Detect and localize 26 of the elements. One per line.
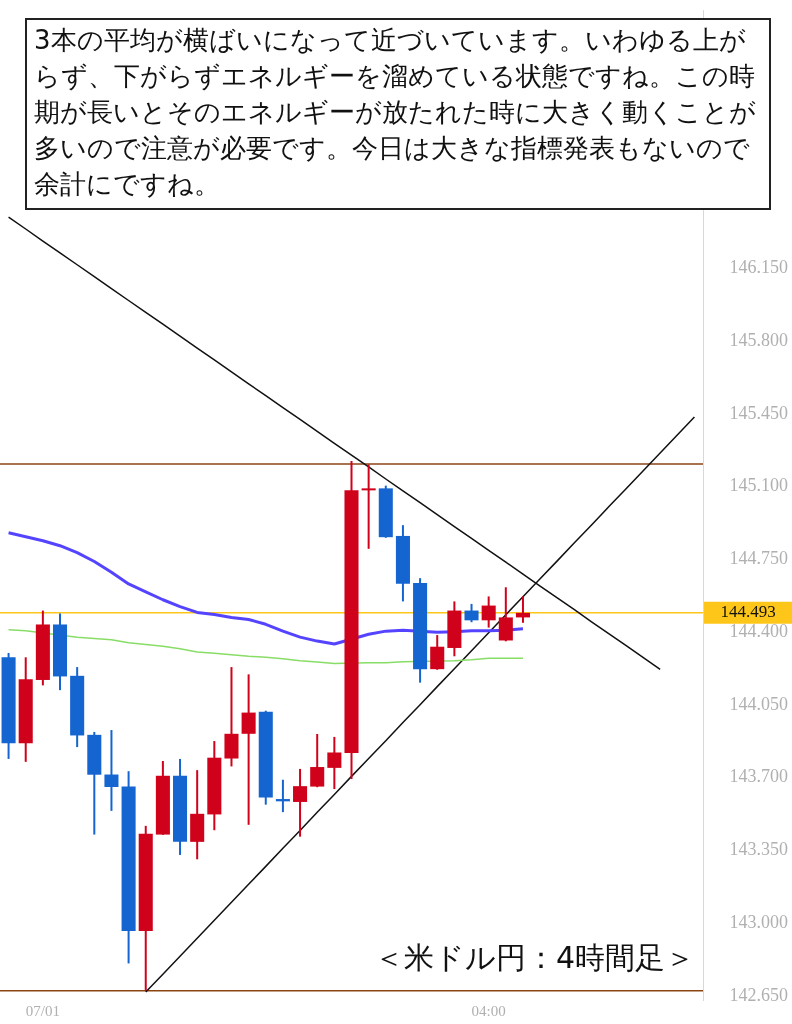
y-tick-label: 145.100: [729, 475, 788, 496]
candlestick: [464, 602, 479, 624]
y-tick-label: 145.800: [729, 329, 788, 350]
y-tick-label: 142.650: [729, 984, 788, 1005]
x-tick-label: 04:00: [471, 1002, 506, 1019]
candlestick: [104, 729, 119, 812]
y-tick-label: 144.400: [729, 620, 788, 641]
candlestick: [310, 733, 325, 789]
y-tick-label: 143.700: [729, 766, 788, 787]
ref-line-label: 144.493: [720, 602, 776, 622]
candlestick: [498, 586, 513, 643]
y-tick-label: 143.000: [729, 911, 788, 932]
y-tick-label: 145.450: [729, 402, 788, 423]
candlestick: [241, 673, 256, 826]
candlestick: [293, 767, 308, 838]
candlestick: [361, 463, 376, 550]
candlestick: [481, 595, 496, 629]
candlestick: [327, 735, 342, 791]
y-tick-label: 144.750: [729, 548, 788, 569]
annotation: 3本の平均が横ばいになって近づいています。いわゆる上がらず、下がらずエネルギーを溜めている状態ですね。この時期が長いとそのエネルギーが放たれた時に大きく動くことが多いので注意が必要です。今日は大きな指標発表もないので余計にですね。: [25, 18, 771, 210]
x-tick-label: 07/01: [25, 1002, 60, 1019]
y-tick-label: 144.050: [729, 693, 788, 714]
y-tick-label: 143.350: [729, 839, 788, 860]
y-tick-label: 146.150: [729, 257, 788, 278]
text: ＜米ドル円：4時間足＞: [373, 939, 695, 975]
candlestick: [430, 634, 445, 671]
